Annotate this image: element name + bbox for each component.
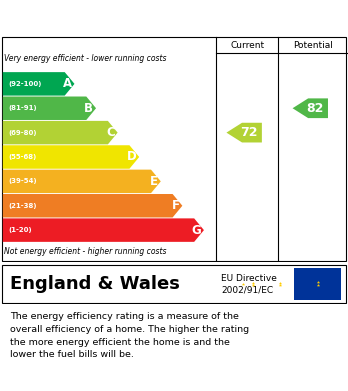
Text: The energy efficiency rating is a measure of the
overall efficiency of a home. T: The energy efficiency rating is a measur… (10, 312, 250, 359)
Text: England & Wales: England & Wales (10, 275, 180, 293)
Text: G: G (191, 224, 201, 237)
Text: (21-38): (21-38) (8, 203, 37, 209)
Text: F: F (172, 199, 180, 212)
Text: Current: Current (230, 41, 264, 50)
Text: D: D (127, 151, 136, 163)
Polygon shape (3, 97, 96, 120)
Text: Energy Efficiency Rating: Energy Efficiency Rating (10, 10, 239, 28)
Polygon shape (3, 194, 182, 217)
Text: 2002/91/EC: 2002/91/EC (221, 285, 273, 294)
Text: (55-68): (55-68) (8, 154, 36, 160)
Text: 72: 72 (240, 126, 257, 139)
Text: Very energy efficient - lower running costs: Very energy efficient - lower running co… (4, 54, 167, 63)
Polygon shape (3, 145, 139, 169)
Text: (1-20): (1-20) (8, 227, 32, 233)
Text: E: E (150, 175, 158, 188)
Text: Not energy efficient - higher running costs: Not energy efficient - higher running co… (4, 247, 167, 256)
Text: Potential: Potential (293, 41, 333, 50)
Polygon shape (293, 99, 328, 118)
Text: EU Directive: EU Directive (221, 274, 277, 283)
Text: A: A (63, 77, 72, 90)
Text: (39-54): (39-54) (8, 178, 37, 185)
Text: (81-91): (81-91) (8, 105, 37, 111)
Polygon shape (3, 219, 204, 242)
Polygon shape (3, 170, 161, 193)
Text: (92-100): (92-100) (8, 81, 41, 87)
Polygon shape (227, 123, 262, 142)
Text: C: C (106, 126, 115, 139)
Polygon shape (3, 121, 118, 144)
Text: B: B (84, 102, 93, 115)
FancyBboxPatch shape (294, 267, 341, 300)
Text: (69-80): (69-80) (8, 130, 37, 136)
Polygon shape (3, 72, 74, 96)
Text: 82: 82 (306, 102, 323, 115)
